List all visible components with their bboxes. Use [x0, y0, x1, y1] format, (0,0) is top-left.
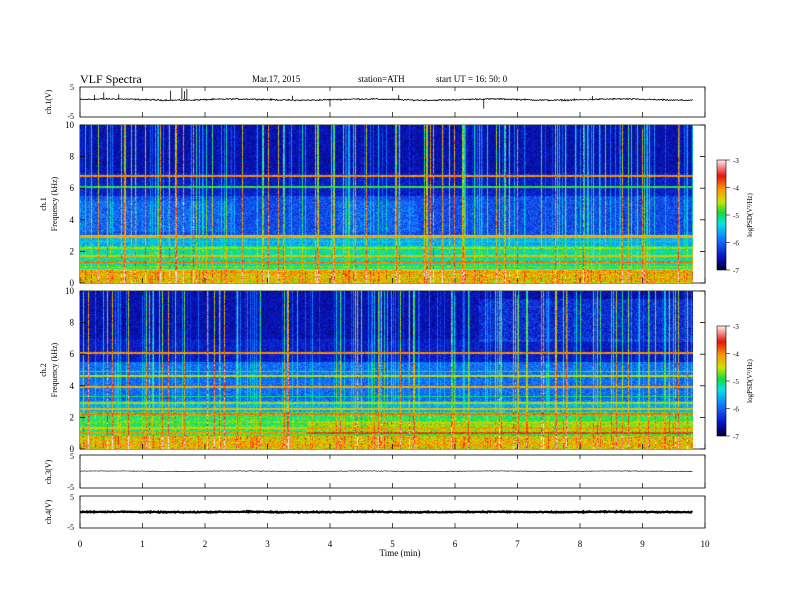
spec-ytick-label: 2 [70, 412, 75, 422]
date-label: Mar.17, 2015 [252, 74, 301, 84]
ch3-waveform-panel: 5 -5 ch.3(V) [44, 452, 706, 492]
spec-ytick-label: 4 [70, 215, 75, 225]
colorbar-tick-label: -5 [733, 378, 739, 386]
colorbar-tick-label: -4 [733, 351, 739, 359]
spec-ytick-label: 10 [65, 120, 75, 130]
colorbar-tick-label: -3 [733, 157, 739, 165]
colorbar-tick-label: -4 [733, 185, 739, 193]
x-tick-label: 8 [578, 539, 583, 549]
ch3-ytick-top: 5 [70, 452, 74, 461]
ch1-spectrogram-panel: 0 2 4 6 8 10 ch.1 Frequency (kHz) [39, 120, 706, 288]
spec-ytick-label: 6 [70, 183, 75, 193]
ch1-colorbar: -3 -4 -5 -6 -7 logPSD(V²/Hz) [716, 157, 754, 275]
figure-title: VLF Spectra [80, 72, 142, 86]
ch1-ytick-top: 5 [70, 83, 74, 92]
x-tick-label: 2 [203, 539, 208, 549]
station-label: station=ATH [358, 74, 405, 84]
ch4-waveform-ylabel: ch.4(V) [44, 499, 53, 524]
x-tick-label: 7 [515, 539, 520, 549]
ch2-spectrogram-ylabel-channel: ch.2 [39, 363, 48, 377]
colorbar-tick-label: -3 [733, 323, 739, 331]
ch2-colorbar-label: logPSD(V²/Hz) [746, 358, 754, 402]
spec-ytick-label: 4 [70, 381, 75, 391]
x-tick-label: 3 [265, 539, 270, 549]
ch1-spectrogram-yticks: 0 2 4 6 8 10 [65, 120, 705, 288]
ch1-waveform-ylabel: ch.1(V) [44, 89, 53, 114]
ch4-ytick-top: 5 [70, 493, 74, 502]
ch3-waveform-line [79, 470, 693, 473]
spec-ytick-label: 6 [70, 349, 75, 359]
x-tick-label: 9 [640, 539, 645, 549]
spec-ytick-label: 10 [65, 286, 75, 296]
ch1-colorbar-label: logPSD(V²/Hz) [746, 192, 754, 236]
ch1-waveform-line [79, 97, 693, 102]
x-tick-label: 5 [390, 539, 395, 549]
x-axis-ticks: 0 1 2 3 4 5 6 7 8 9 10 [78, 87, 710, 549]
spec-ytick-label: 8 [70, 318, 75, 328]
x-tick-label: 6 [453, 539, 458, 549]
ch3-ytick-bottom: -5 [67, 483, 74, 492]
ch4-ytick-bottom: -5 [67, 523, 74, 532]
spec-ytick-label: 0 [70, 278, 75, 288]
ch4-waveform-line [79, 509, 693, 515]
ch2-spectrogram-yticks: 0 2 4 6 8 10 [65, 286, 705, 454]
ch1-waveform-panel: 5 -5 ch.1(V) [44, 83, 706, 121]
ch4-waveform-panel: 5 -5 ch.4(V) [44, 493, 706, 532]
ch2-colorbar: -3 -4 -5 -6 -7 logPSD(V²/Hz) [716, 323, 754, 441]
ch2-spectrogram-image [80, 291, 693, 449]
ch2-colorbar-gradient [717, 326, 726, 436]
spec-ytick-label: 2 [70, 246, 75, 256]
colorbar-tick-label: -7 [733, 433, 739, 441]
ch3-waveform-ylabel: ch.3(V) [44, 459, 53, 484]
x-tick-label: 0 [78, 539, 83, 549]
spec-ytick-label: 8 [70, 152, 75, 162]
x-tick-label: 10 [701, 539, 711, 549]
colorbar-tick-label: -6 [733, 406, 739, 414]
ch2-spectrogram-panel: 0 2 4 6 8 10 ch.2 Frequency (kHz) [39, 286, 706, 454]
ch1-spectrogram-ylabel-freq: Frequency (kHz) [50, 176, 59, 231]
ch1-spectrogram-ylabel-channel: ch.1 [39, 197, 48, 211]
x-tick-label: 1 [140, 539, 145, 549]
ch1-colorbar-ticks: -3 -4 -5 -6 -7 [726, 157, 739, 275]
colorbar-tick-label: -5 [733, 212, 739, 220]
ch1-ytick-bottom: -5 [67, 112, 74, 121]
ch1-spikes [93, 88, 593, 109]
spec-ytick-label: 0 [70, 444, 75, 454]
ch2-spectrogram-ylabel-freq: Frequency (kHz) [50, 342, 59, 397]
colorbar-tick-label: -6 [733, 240, 739, 248]
ch1-spectrogram-image [80, 125, 693, 283]
x-axis-label: Time (min) [380, 548, 421, 558]
ch2-colorbar-ticks: -3 -4 -5 -6 -7 [726, 323, 739, 441]
colorbar-tick-label: -7 [733, 267, 739, 275]
x-tick-label: 4 [328, 539, 333, 549]
start-time-label: start UT = 16: 50: 0 [436, 74, 508, 84]
ch1-colorbar-gradient [717, 160, 726, 270]
